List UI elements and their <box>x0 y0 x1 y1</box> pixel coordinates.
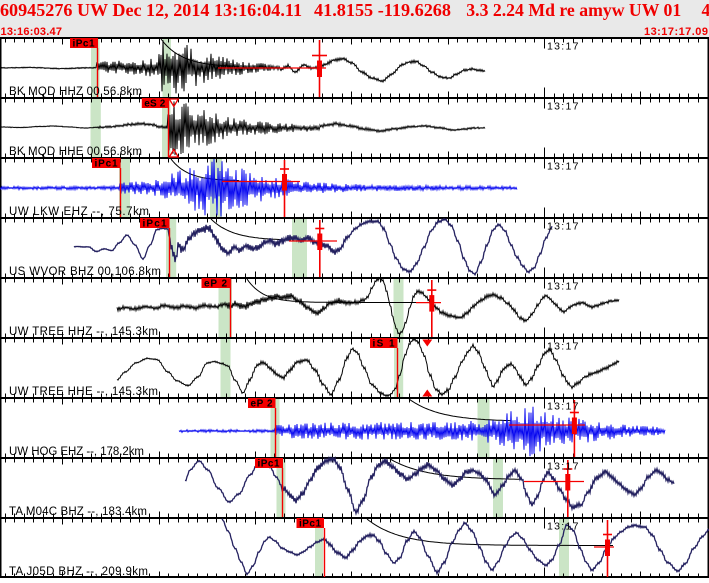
svg-text:BK MQD HHZ 00,56.8km: BK MQD HHZ 00,56.8km <box>9 86 142 98</box>
svg-text:13:17:17.09: 13:17:17.09 <box>644 26 708 38</box>
svg-text:eP 2: eP 2 <box>204 279 227 290</box>
svg-text:3.3 2.24 Md re amyw UW 01: 3.3 2.24 Md re amyw UW 01 <box>466 0 681 20</box>
svg-text:UW HOG EHZ --, 178.2km: UW HOG EHZ --, 178.2km <box>9 446 144 458</box>
svg-text:eP 2: eP 2 <box>251 399 273 410</box>
svg-text:iPc1: iPc1 <box>73 39 95 50</box>
svg-text:BK MQD HHE 00,56.8km: BK MQD HHE 00,56.8km <box>9 146 142 158</box>
svg-text:13:17: 13:17 <box>547 461 579 473</box>
svg-text:13:17: 13:17 <box>547 221 579 233</box>
svg-text:13:17: 13:17 <box>547 281 579 293</box>
svg-text:iPc1: iPc1 <box>143 219 167 230</box>
svg-text:13:17: 13:17 <box>547 101 579 113</box>
svg-text:UW TREE HHZ --, 145.3km: UW TREE HHZ --, 145.3km <box>9 326 158 338</box>
svg-text:13:17: 13:17 <box>547 401 579 413</box>
svg-text:41.8155 -119.6268: 41.8155 -119.6268 <box>314 0 451 20</box>
svg-text:UW LKW EHZ --, 75.7km: UW LKW EHZ --, 75.7km <box>9 206 149 218</box>
svg-text:iPc1: iPc1 <box>299 519 321 530</box>
svg-text:UW TREE HHE --, 145.3km: UW TREE HHE --, 145.3km <box>9 386 158 398</box>
svg-text:TA M04C BHZ --, 183.4km: TA M04C BHZ --, 183.4km <box>9 506 147 518</box>
svg-text:eS 2: eS 2 <box>144 99 165 110</box>
svg-text:iPc1: iPc1 <box>258 459 280 470</box>
svg-text:TA J05D BHZ --, 209.9km: TA J05D BHZ --, 209.9km <box>9 566 148 578</box>
svg-text:13:17: 13:17 <box>547 41 579 53</box>
svg-text:13:17: 13:17 <box>547 341 579 353</box>
svg-text:13:16:03.47: 13:16:03.47 <box>1 26 63 38</box>
svg-text:60945276 UW Dec 12, 2014 13:16: 60945276 UW Dec 12, 2014 13:16:04.11 <box>0 0 302 20</box>
svg-text:iPc1: iPc1 <box>95 159 118 170</box>
svg-text:13:17: 13:17 <box>547 521 579 533</box>
svg-text:4: 4 <box>702 0 709 20</box>
svg-text:US WVOR BHZ 00,106.8km: US WVOR BHZ 00,106.8km <box>9 266 161 278</box>
svg-text:13:17: 13:17 <box>547 161 579 173</box>
